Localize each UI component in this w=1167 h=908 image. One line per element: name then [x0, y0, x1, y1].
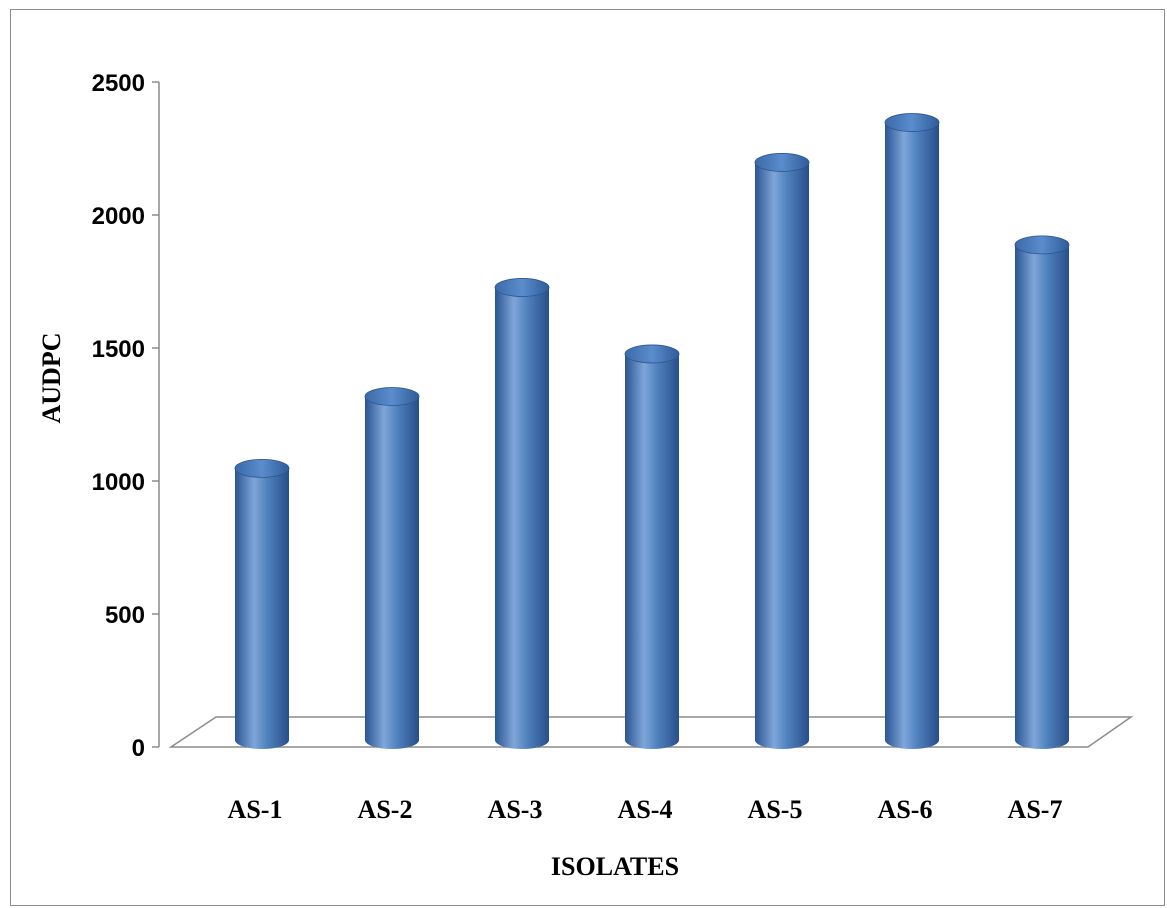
bar [364, 387, 420, 749]
bar-body [365, 396, 419, 749]
y-tick-label: 500 [105, 602, 145, 629]
bar-body [235, 468, 289, 749]
bars [234, 113, 1070, 750]
x-tick-label: AS-5 [748, 795, 803, 824]
y-tick-label: 0 [132, 735, 145, 762]
x-tick-label: AS-7 [1008, 795, 1063, 824]
bar [624, 344, 680, 749]
bar-top [624, 344, 680, 364]
x-tick-label: AS-4 [618, 795, 673, 824]
audpc-bar-chart: 0 500 1000 1500 2000 2500 AS-1 AS-2 AS-3 AS-4 AS-5… [37, 70, 1134, 881]
bar [234, 458, 290, 749]
y-tick-label: 2500 [92, 70, 145, 97]
y-tick-label: 1500 [92, 336, 145, 363]
bar-body [885, 122, 939, 750]
x-tick-label: AS-1 [228, 795, 283, 824]
bar [884, 113, 940, 750]
y-axis-title: AUDPC [37, 333, 66, 424]
bar [1014, 235, 1070, 749]
bar-body [755, 162, 809, 749]
y-tick-label: 1000 [92, 469, 145, 496]
bar-top [1014, 235, 1070, 255]
chart-frame: 0 500 1000 1500 2000 2500 AS-1 AS-2 AS-3 AS-4 AS-5… [10, 9, 1165, 906]
bar-body [495, 287, 549, 749]
bar-top [754, 153, 810, 172]
y-tick-label: 2000 [92, 203, 145, 230]
bar [754, 153, 810, 749]
bar-top [884, 113, 940, 132]
x-tick-label: AS-6 [878, 795, 933, 824]
bar-body [625, 353, 679, 749]
x-axis-title: ISOLATES [551, 852, 679, 881]
bar-top [494, 278, 550, 297]
bar-top [364, 387, 420, 406]
x-tick-label: AS-3 [488, 795, 543, 824]
x-tick-label: AS-2 [358, 795, 413, 824]
bar [494, 278, 550, 749]
labels: 0 500 1000 1500 2000 2500 AS-1 AS-2 AS-3 AS-4 AS-5… [92, 70, 1063, 824]
bar-body [1015, 244, 1069, 749]
bar-top [234, 458, 290, 478]
